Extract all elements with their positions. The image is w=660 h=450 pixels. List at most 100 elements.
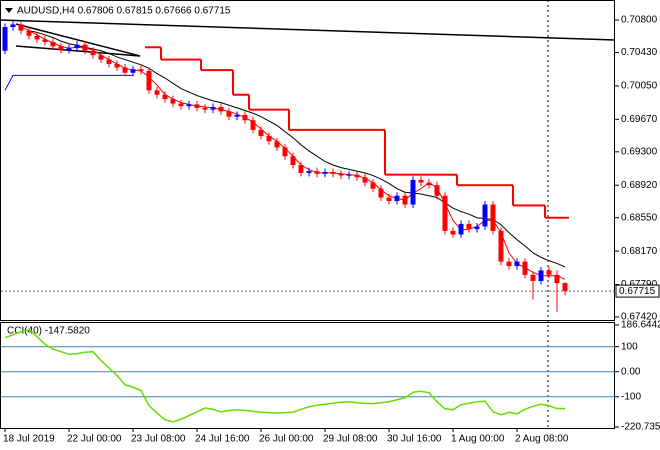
candle-body bbox=[442, 195, 448, 231]
candle-body bbox=[378, 188, 384, 198]
candle-body bbox=[394, 195, 400, 202]
candle-body bbox=[314, 171, 320, 174]
candle-body bbox=[266, 136, 272, 142]
candle-body bbox=[506, 261, 512, 267]
candle-body bbox=[282, 147, 288, 157]
candle-body bbox=[130, 69, 136, 73]
candle-body bbox=[274, 141, 280, 148]
candle-body bbox=[178, 103, 184, 107]
candle-body bbox=[242, 114, 248, 121]
candle-body bbox=[474, 226, 480, 230]
main-panel-frame bbox=[0, 0, 615, 321]
y-tick-label: -220.735 bbox=[621, 422, 660, 433]
candle-body bbox=[66, 48, 72, 50]
candle-body bbox=[34, 35, 40, 40]
trend-line bbox=[0, 19, 616, 41]
y-tick-label: 100 bbox=[621, 341, 638, 352]
y-tick-label: 0.70050 bbox=[621, 81, 658, 92]
candle-body bbox=[410, 179, 416, 205]
candle-body bbox=[298, 165, 304, 173]
candle-body bbox=[354, 174, 360, 178]
chart-title: AUDUSD,H4 0.67806 0.67815 0.67666 0.6771… bbox=[17, 6, 231, 17]
candle-body bbox=[98, 55, 104, 60]
y-tick-label: 0.69300 bbox=[621, 146, 658, 157]
candle-body bbox=[498, 230, 504, 262]
y-tick-label: 0.67420 bbox=[621, 312, 658, 323]
candle-body bbox=[458, 223, 464, 235]
candle-body bbox=[370, 182, 376, 189]
candle-body bbox=[90, 50, 96, 56]
indicator-line bbox=[28, 30, 566, 268]
candle-body bbox=[194, 104, 200, 108]
candle-body bbox=[170, 99, 176, 104]
candle-body bbox=[154, 90, 160, 95]
candle-body bbox=[138, 69, 144, 71]
candle-body bbox=[18, 24, 24, 31]
candle-body bbox=[258, 129, 264, 137]
x-tick-label: 23 Jul 08:00 bbox=[131, 434, 186, 445]
candle-body bbox=[26, 30, 32, 36]
candle-body bbox=[74, 44, 80, 49]
x-tick-label: 24 Jul 16:00 bbox=[195, 434, 250, 445]
candle-body bbox=[42, 39, 48, 42]
x-tick-label: 18 Jul 2019 bbox=[3, 434, 55, 445]
x-tick-label: 2 Aug 08:00 bbox=[515, 434, 569, 445]
candle-body bbox=[434, 185, 440, 196]
candle-body bbox=[2, 27, 8, 51]
x-tick-label: 22 Jul 00:00 bbox=[67, 434, 122, 445]
y-tick-label: 0.69670 bbox=[621, 114, 658, 125]
last-price-box bbox=[615, 284, 660, 298]
candle-body bbox=[146, 70, 152, 91]
last-price-label: 0.67715 bbox=[619, 286, 656, 297]
title-icon bbox=[5, 8, 13, 13]
candle-body bbox=[322, 172, 328, 174]
candle-body bbox=[402, 195, 408, 205]
indicator-line bbox=[4, 328, 566, 423]
candle-body bbox=[330, 172, 336, 174]
trend-line bbox=[15, 23, 141, 57]
candle-body bbox=[306, 171, 312, 173]
candle-body bbox=[290, 156, 296, 166]
candle-body bbox=[338, 173, 344, 176]
x-tick-label: 26 Jul 00:00 bbox=[259, 434, 314, 445]
candle-body bbox=[554, 274, 560, 284]
candle-body bbox=[562, 283, 568, 292]
y-tick-label: 0.68920 bbox=[621, 180, 658, 191]
y-tick-label: 0.68550 bbox=[621, 212, 658, 223]
trend-line bbox=[15, 45, 141, 57]
candle-body bbox=[386, 197, 392, 202]
candle-body bbox=[522, 261, 528, 275]
candle-body bbox=[530, 274, 536, 281]
y-tick-label: 0.70800 bbox=[621, 15, 658, 26]
candle-body bbox=[250, 120, 256, 130]
candle-body bbox=[450, 230, 456, 235]
candle-body bbox=[82, 44, 88, 51]
cci-title: CCI(40) -147.5820 bbox=[7, 326, 90, 337]
candle-body bbox=[490, 204, 496, 231]
candle-body bbox=[538, 270, 544, 281]
y-tick-label: 0.00 bbox=[621, 366, 641, 377]
candle-body bbox=[346, 174, 352, 176]
y-tick-label: 0.68170 bbox=[621, 246, 658, 257]
candle-body bbox=[418, 179, 424, 183]
indicator-line bbox=[4, 74, 133, 91]
candle-body bbox=[106, 59, 112, 64]
candle-body bbox=[426, 182, 432, 186]
cci-panel-frame bbox=[0, 322, 615, 429]
y-tick-label: 0.70430 bbox=[621, 47, 658, 58]
candle-body bbox=[514, 261, 520, 267]
candle-body bbox=[10, 24, 16, 28]
x-tick-label: 30 Jul 16:00 bbox=[387, 434, 442, 445]
candle-body bbox=[162, 94, 168, 100]
candle-body bbox=[58, 46, 64, 50]
candle-body bbox=[482, 204, 488, 227]
candle-body bbox=[466, 223, 472, 230]
candle-body bbox=[122, 67, 128, 73]
candle-body bbox=[202, 107, 208, 110]
candle-body bbox=[546, 270, 552, 275]
candle-body bbox=[50, 41, 56, 47]
candle-body bbox=[218, 107, 224, 112]
candle-body bbox=[226, 111, 232, 117]
